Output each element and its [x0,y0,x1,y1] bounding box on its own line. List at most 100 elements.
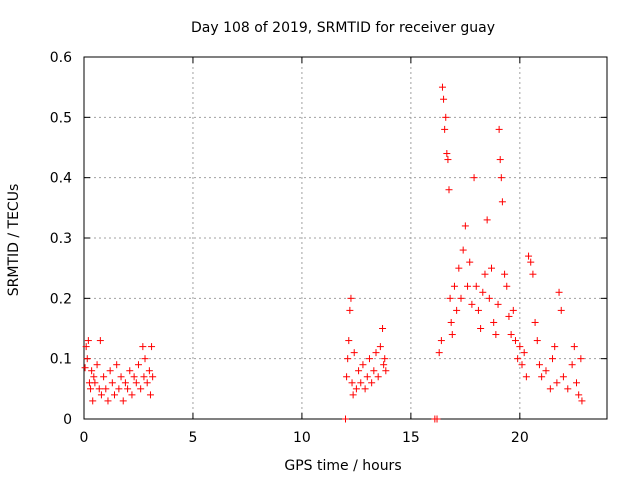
data-point [527,258,535,266]
data-point [514,355,522,363]
data-point [495,125,503,133]
data-point [372,349,380,357]
data-point [137,385,145,393]
data-point [546,385,554,393]
data-point [357,379,365,387]
data-point [505,312,513,320]
data-point [344,355,352,363]
data-point [361,385,369,393]
data-series [81,83,586,423]
data-point [363,373,371,381]
data-point [90,373,98,381]
data-point [126,367,134,375]
data-point [557,306,565,314]
data-point [146,391,154,399]
data-point [368,379,376,387]
data-point [352,385,360,393]
data-point [435,349,443,357]
data-point [442,113,450,121]
data-point [102,385,110,393]
data-point [529,270,537,278]
data-point [470,174,478,182]
data-point [520,349,528,357]
data-point [82,343,90,351]
data-point [497,174,505,182]
data-point [443,150,451,158]
x-axis: 0 5 10 15 20 [80,57,529,446]
data-point [555,288,563,296]
data-point [448,331,456,339]
data-point [342,415,349,423]
data-point [553,379,561,387]
data-point [89,397,97,405]
data-point [95,385,103,393]
data-point [468,300,476,308]
y-axis-label: SRMTID / TECUs [6,184,22,297]
y-tick-label: 0.6 [50,50,72,66]
data-point [379,325,387,332]
data-point [578,397,586,405]
data-point [345,337,353,345]
data-point [374,373,382,381]
y-tick-label: 0.5 [50,110,72,126]
data-point [535,361,543,369]
data-point [488,264,496,272]
data-point [472,282,480,290]
data-point [139,343,147,351]
data-point [474,306,482,314]
x-tick-label: 10 [293,430,311,446]
data-point [370,367,378,375]
data-point [538,373,546,381]
y-tick-label: 0.2 [50,291,72,307]
data-point [87,385,95,393]
data-point [542,367,550,375]
data-point [132,379,140,387]
data-point [91,379,99,387]
data-point [533,337,541,345]
data-point [453,306,461,314]
data-point [124,385,132,393]
data-point [96,337,104,345]
data-point [455,264,463,272]
data-point [348,379,356,387]
data-point [450,282,458,290]
data-point [108,379,116,387]
data-point [483,216,491,224]
data-point [522,373,530,381]
data-point [104,397,112,405]
data-point [355,367,363,375]
data-point [115,385,123,393]
data-point [130,373,138,381]
data-point [83,355,91,363]
data-point [575,391,583,399]
data-point [496,156,504,164]
chart-title: Day 108 of 2019, SRMTID for receiver gua… [191,20,495,36]
data-point [549,355,557,363]
data-point [492,331,500,339]
data-point [347,294,355,302]
data-point [551,343,559,351]
x-tick-label: 0 [80,430,89,446]
data-point [511,337,519,345]
data-point [444,156,452,164]
data-point [84,337,92,345]
data-point [438,83,446,91]
data-point [485,294,493,302]
data-point [457,294,465,302]
data-point [382,367,390,375]
data-point [117,373,125,381]
data-point [503,282,511,290]
data-point [461,222,469,230]
data-point [531,318,539,326]
data-point [577,355,585,363]
data-point [518,361,526,369]
data-point [501,270,509,278]
y-tick-label: 0.3 [50,231,72,247]
data-point [349,391,357,399]
data-point [564,385,572,393]
data-point [149,373,157,381]
data-point [481,270,489,278]
data-point [509,306,517,314]
data-point [376,343,384,351]
